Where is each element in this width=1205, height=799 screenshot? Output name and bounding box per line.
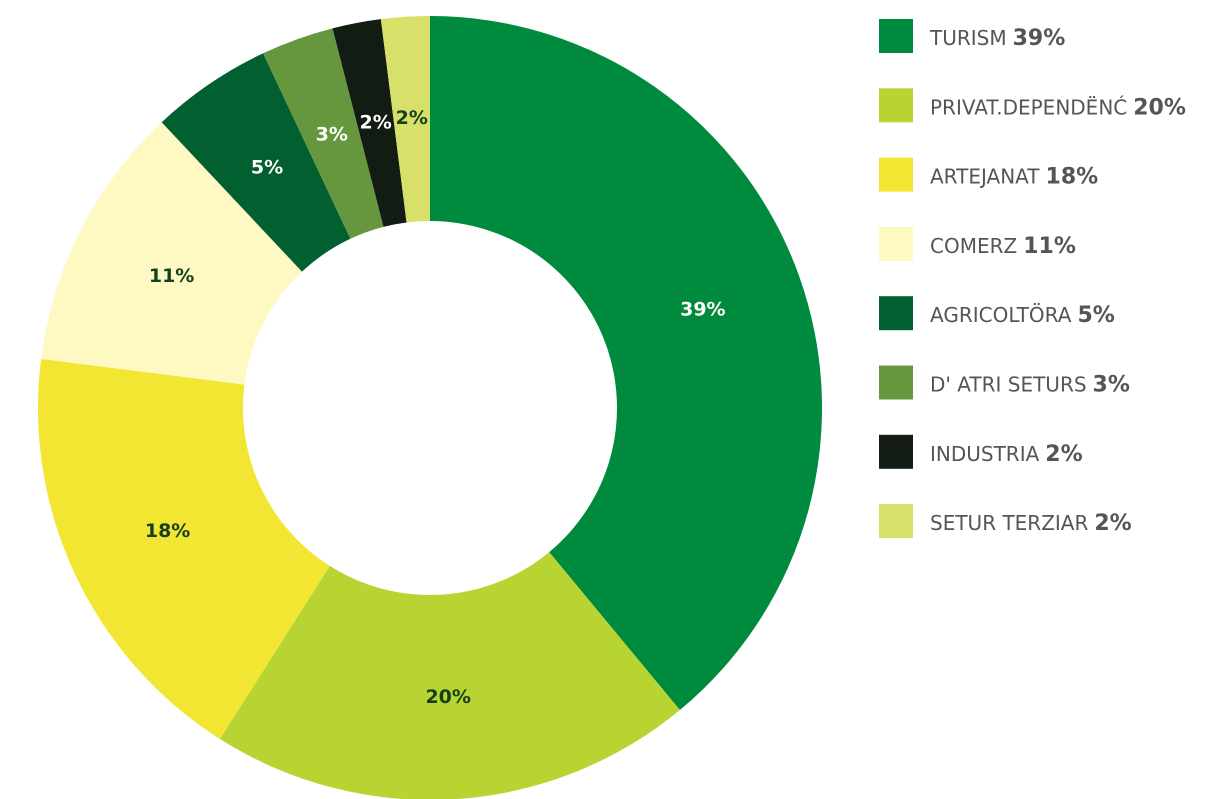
legend-swatch xyxy=(879,19,913,53)
data-label: 18% xyxy=(145,520,190,542)
legend-entry: D' ATRI SETURS 3% xyxy=(930,372,1130,398)
legend-swatch xyxy=(879,157,913,192)
data-label: 20% xyxy=(425,686,470,708)
data-label: 5% xyxy=(251,157,283,179)
legend-swatch xyxy=(879,504,913,539)
legend-name: INDUSTRIA xyxy=(930,441,1040,465)
legend-entry: AGRICOLTÖRA 5% xyxy=(930,303,1115,329)
legend-swatch xyxy=(879,434,913,469)
legend-value: 18% xyxy=(1046,165,1099,190)
legend-swatch xyxy=(879,226,913,261)
legend-entry: COMERZ 11% xyxy=(930,233,1076,259)
legend-value: 3% xyxy=(1093,373,1130,398)
legend-entry: PRIVAT.DEPENDËNĆ 20% xyxy=(930,95,1186,121)
legend-entry: SETUR TERZIAR 2% xyxy=(930,511,1132,537)
donut-slice xyxy=(380,16,430,223)
legend-name: TURISM xyxy=(929,26,1007,50)
legend-value: 5% xyxy=(1077,303,1114,328)
donut-slice xyxy=(219,552,680,799)
legend-name: ARTEJANAT xyxy=(930,164,1040,188)
legend-value: 39% xyxy=(1013,26,1066,51)
legend-entry: TURISM 39% xyxy=(929,26,1065,52)
legend-value: 2% xyxy=(1094,511,1131,536)
legend-name: D' ATRI SETURS xyxy=(930,372,1087,396)
donut-slice xyxy=(37,358,330,739)
legend-value: 11% xyxy=(1023,234,1076,259)
legend-swatch xyxy=(879,365,913,400)
donut-slice xyxy=(263,28,384,239)
legend-swatch xyxy=(879,88,913,123)
legend-name: COMERZ xyxy=(930,233,1017,257)
donut-slice xyxy=(430,16,822,711)
legend-name: SETUR TERZIAR xyxy=(930,511,1088,535)
legend-entry: INDUSTRIA 2% xyxy=(930,441,1083,467)
legend-swatch xyxy=(879,296,913,331)
data-label: 11% xyxy=(149,265,194,287)
legend-entry: ARTEJANAT 18% xyxy=(930,164,1098,190)
legend-name: PRIVAT.DEPENDËNĆ xyxy=(930,95,1127,119)
data-label: 2% xyxy=(396,107,428,129)
legend-value: 20% xyxy=(1133,95,1186,120)
donut-slice xyxy=(332,19,407,227)
data-label: 3% xyxy=(316,124,348,146)
donut-slice xyxy=(161,53,351,272)
donut-slice xyxy=(41,122,302,385)
data-label: 39% xyxy=(680,298,725,320)
legend-name: AGRICOLTÖRA xyxy=(930,303,1072,327)
data-label: 2% xyxy=(360,112,392,134)
legend-value: 2% xyxy=(1045,442,1082,467)
